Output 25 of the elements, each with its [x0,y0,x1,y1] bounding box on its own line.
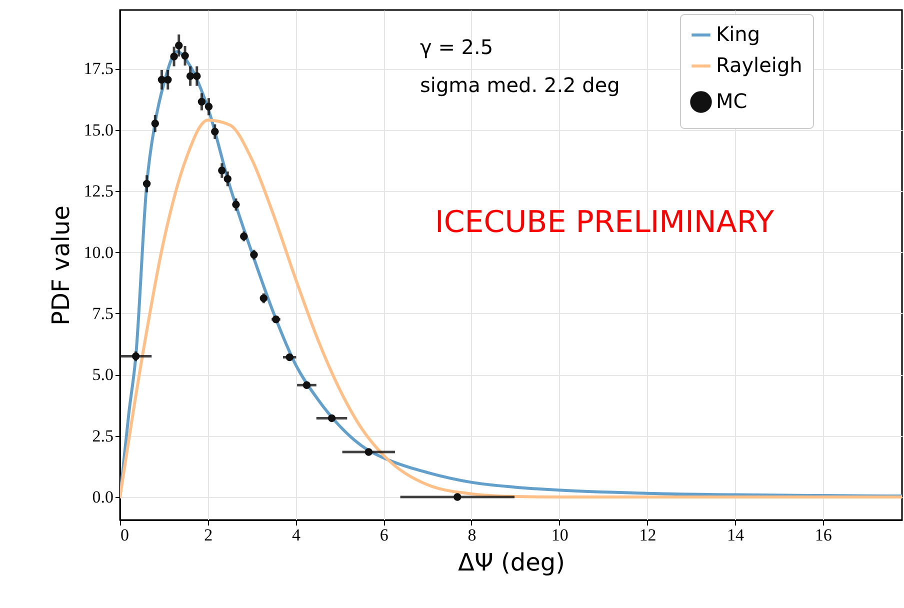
y-tick-label: 10.0 [84,242,114,262]
x-tick-label: 12 [639,526,656,544]
y-tick-label: 17.5 [84,59,114,78]
x-tick-label: 16 [814,526,832,544]
annotation: sigma med. 2.2 deg [420,73,620,97]
x-axis-title: ΔΨ (deg) [458,548,565,576]
y-axis-title: PDF value [46,206,75,326]
y-tick-label: 15.0 [84,120,114,140]
y-tick-label: 0.0 [92,487,114,506]
x-tick-label: 10 [551,526,568,544]
annotation: γ = 2.5 [420,35,494,59]
x-tick-label: 4 [292,526,301,544]
x-tick-label: 2 [204,526,213,544]
legend-label: King [716,22,760,46]
x-tick-label: 14 [727,526,745,544]
x-tick-label: 6 [380,526,388,544]
y-tick-label: 5.0 [92,365,114,384]
legend-label: MC [716,89,748,113]
y-tick-label: 12.5 [84,182,114,201]
y-tick-label: 7.5 [92,304,114,323]
legend-label: Rayleigh [716,53,802,77]
x-tick-label: 0 [120,526,129,544]
annotation: ICECUBE PRELIMINARY [435,205,775,240]
y-tick-label: 2.5 [92,426,114,446]
x-tick-label: 8 [468,526,476,544]
